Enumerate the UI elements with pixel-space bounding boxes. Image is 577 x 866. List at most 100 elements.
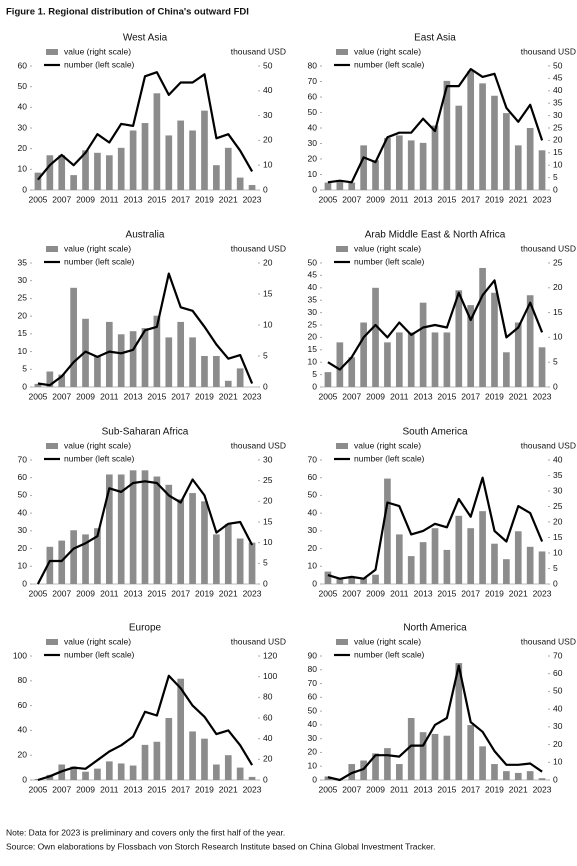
- legend-label: value (right scale): [354, 636, 421, 646]
- y2-tick-label: 100: [263, 671, 277, 681]
- bar: [348, 182, 356, 190]
- y-tick-label: 40: [308, 507, 318, 517]
- bar: [514, 322, 522, 387]
- bar: [189, 493, 196, 584]
- x-tick-label: 2005: [318, 194, 337, 204]
- x-tick-label: 2021: [219, 784, 238, 794]
- line: [327, 68, 544, 184]
- y2-tick-label: 20: [263, 257, 273, 267]
- bar: [213, 356, 220, 387]
- y2-tick-label: 40: [553, 85, 563, 95]
- bar: [455, 290, 463, 387]
- line: [37, 674, 254, 782]
- chart-title: Arab Middle East & North Africa: [365, 230, 506, 241]
- unit-label: thousand USD: [521, 46, 576, 56]
- unit-label: thousand USD: [231, 243, 286, 253]
- x-tick-label: 2005: [28, 784, 47, 794]
- y2-tick-label: 0: [263, 381, 268, 391]
- y2-tick-label: 120: [263, 650, 277, 660]
- x-tick-label: 2013: [124, 194, 143, 204]
- x-tick-label: 2023: [533, 588, 552, 598]
- y-tick-label: 15: [18, 328, 28, 338]
- x-tick-label: 2009: [366, 194, 385, 204]
- y2-tick-label: 20: [263, 754, 273, 764]
- y-tick-label: 25: [18, 293, 28, 303]
- y-tick-label: 100: [13, 650, 27, 660]
- y2-tick-label: 0: [263, 774, 268, 784]
- x-tick-label: 2017: [461, 588, 480, 598]
- y2-tick-label: 30: [553, 110, 563, 120]
- x-tick-label: 2005: [28, 391, 47, 401]
- bar: [82, 771, 89, 780]
- x-tick-label: 2011: [100, 194, 119, 204]
- bar: [177, 499, 185, 584]
- legend-label: number (left scale): [64, 59, 135, 69]
- x-tick-label: 2019: [195, 784, 214, 794]
- bar: [105, 761, 113, 780]
- bar: [360, 577, 367, 584]
- bar: [153, 741, 161, 780]
- legend-label: number (left scale): [64, 453, 135, 463]
- x-tick-label: 2021: [509, 784, 528, 794]
- y-tick-label: 50: [308, 107, 318, 117]
- y2-tick-label: 15: [263, 288, 273, 298]
- bar: [189, 337, 196, 387]
- bar: [491, 764, 498, 780]
- y2-tick-label: 0: [553, 578, 558, 588]
- y-tick-label: 45: [308, 270, 318, 280]
- y2-tick-label: 15: [553, 307, 563, 317]
- bar: [443, 735, 451, 780]
- bar: [70, 287, 77, 387]
- bar: [479, 746, 486, 780]
- y2-tick-label: 5: [263, 350, 268, 360]
- unit-label: thousand USD: [521, 636, 576, 646]
- bar: [431, 733, 439, 780]
- bar: [224, 147, 232, 190]
- y2-tick-label: 25: [553, 122, 563, 132]
- x-tick-label: 2011: [390, 391, 409, 401]
- chart-title: South America: [402, 427, 467, 438]
- x-tick-label: 2011: [390, 588, 409, 598]
- y-tick-label: 80: [308, 664, 318, 674]
- x-tick-label: 2015: [147, 194, 166, 204]
- y-tick-label: 30: [308, 733, 318, 743]
- y2-tick-label: 80: [263, 692, 273, 702]
- y2-tick-label: 10: [263, 319, 273, 329]
- line: [327, 279, 544, 371]
- y2-tick-label: 10: [263, 537, 273, 547]
- y-tick-label: 70: [308, 678, 318, 688]
- y-tick-label: 10: [308, 356, 318, 366]
- x-tick-label: 2007: [52, 391, 71, 401]
- bar: [384, 342, 391, 387]
- bar: [503, 771, 510, 780]
- bar: [407, 556, 415, 584]
- y-tick-label: 10: [308, 561, 318, 571]
- bar: [538, 347, 546, 387]
- y-tick-label: 30: [308, 525, 318, 535]
- bar: [479, 511, 486, 584]
- bar: [94, 528, 101, 584]
- bar: [141, 123, 149, 190]
- bar: [372, 160, 379, 190]
- x-tick-label: 2017: [461, 391, 480, 401]
- bar: [348, 357, 356, 387]
- y2-tick-label: 15: [553, 147, 563, 157]
- bar: [467, 70, 475, 190]
- x-tick-label: 2017: [461, 194, 480, 204]
- bar: [153, 476, 161, 584]
- y-tick-label: 40: [18, 102, 28, 112]
- bar: [407, 332, 415, 387]
- bar: [94, 768, 101, 780]
- x-tick-label: 2009: [76, 588, 95, 598]
- y2-tick-label: 10: [263, 159, 273, 169]
- bar: [201, 356, 208, 387]
- bar: [360, 760, 367, 780]
- bar: [526, 128, 534, 190]
- y2-tick-label: 25: [263, 475, 273, 485]
- legend-swatch: [336, 49, 348, 55]
- bar: [236, 368, 244, 387]
- x-tick-label: 2009: [76, 784, 95, 794]
- bar: [46, 155, 54, 190]
- bar: [177, 321, 185, 387]
- bar: [105, 321, 113, 387]
